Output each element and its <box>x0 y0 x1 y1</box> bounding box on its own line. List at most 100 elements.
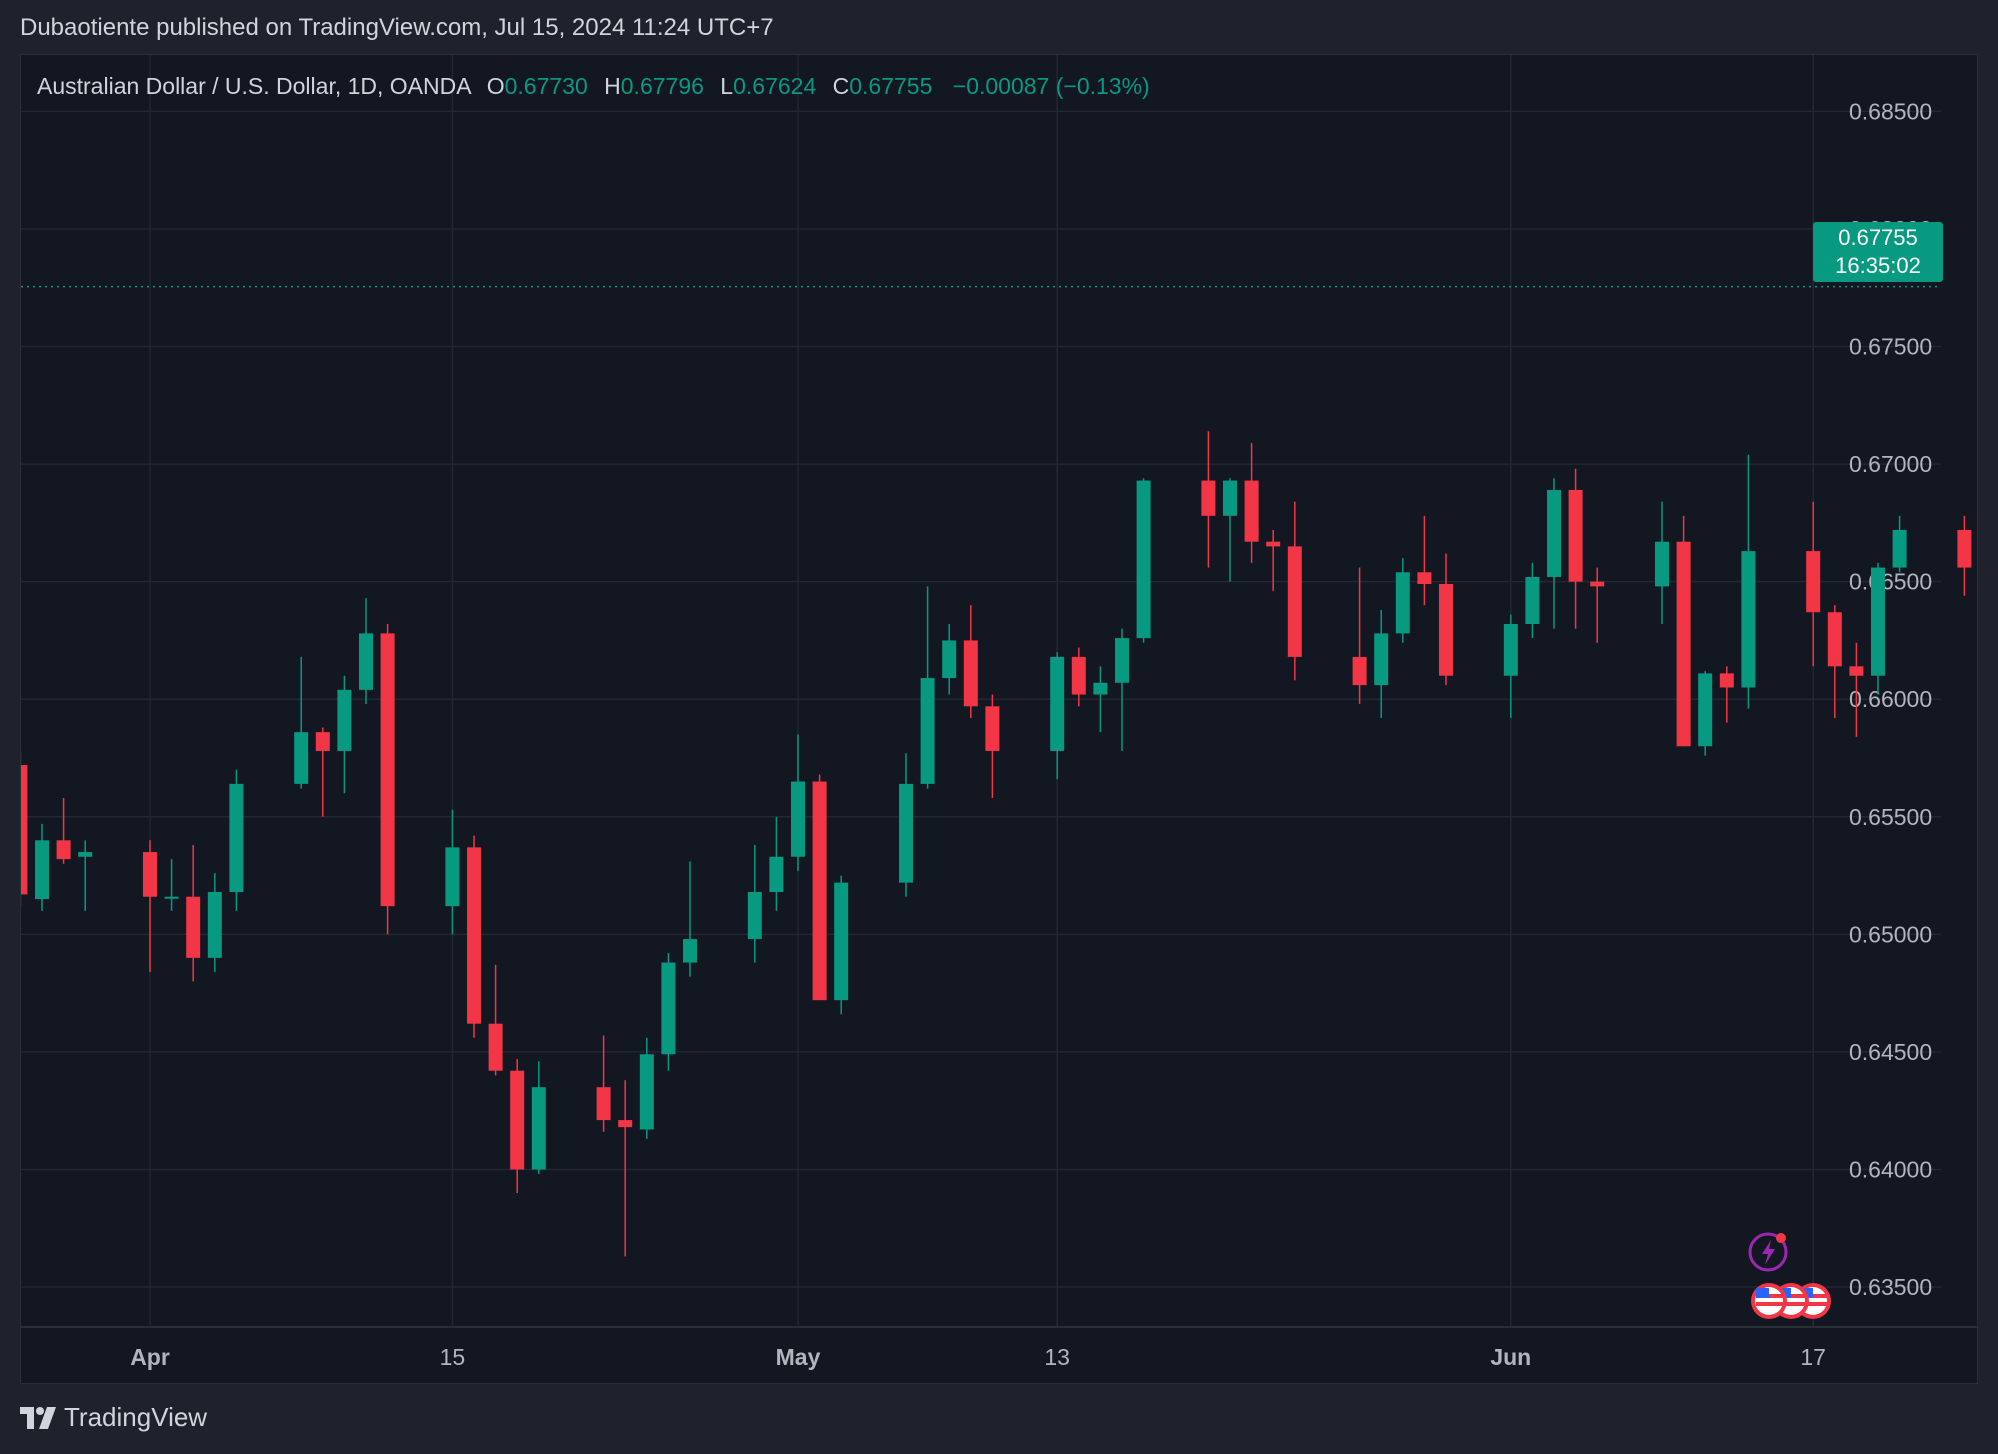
candle-body[interactable] <box>78 852 93 857</box>
candle-body[interactable] <box>596 1087 611 1121</box>
us-flag-icon[interactable] <box>1751 1283 1787 1319</box>
plot-area[interactable] <box>21 55 1941 1327</box>
candle-body[interactable] <box>380 633 395 907</box>
candle-body[interactable] <box>1806 551 1821 613</box>
candle-body[interactable] <box>1741 551 1756 688</box>
candle-body[interactable] <box>467 847 481 1024</box>
low-label: L <box>720 73 734 99</box>
low-value: 0.67624 <box>733 73 817 99</box>
last-price-value: 0.67755 <box>1838 225 1918 250</box>
candle-body[interactable] <box>35 840 49 900</box>
ohlc-legend: Australian Dollar / U.S. Dollar, 1D, OAN… <box>37 73 1150 100</box>
candle-body[interactable] <box>769 856 784 893</box>
publish-header: Dubaotiente published on TradingView.com… <box>20 14 774 41</box>
candle-body[interactable] <box>531 1087 546 1170</box>
candle-body[interactable] <box>21 765 28 895</box>
x-tick-label: 15 <box>440 1344 466 1370</box>
candle-body[interactable] <box>294 732 309 784</box>
candlestick-chart[interactable]: 0.63500 0.64000 0.64500 0.65000 0.65500 0.660… <box>21 55 1979 1385</box>
candle-body[interactable] <box>942 640 957 679</box>
candle-body[interactable] <box>1957 529 1972 568</box>
candle-body[interactable] <box>683 939 697 963</box>
candle-body[interactable] <box>186 896 201 958</box>
candle-body[interactable] <box>1244 480 1259 542</box>
high-label: H <box>604 73 621 99</box>
close-value: 0.67755 <box>849 73 933 99</box>
candle-body[interactable] <box>899 783 913 883</box>
lightning-event-icon[interactable] <box>1748 1232 1788 1272</box>
y-tick-label: 0.66500 <box>1849 569 1932 595</box>
candle-body[interactable] <box>1871 567 1885 676</box>
candle-body[interactable] <box>1115 638 1129 683</box>
symbol-label: Australian Dollar / U.S. Dollar, 1D, OAN… <box>37 73 471 99</box>
candle-body[interactable] <box>359 633 373 690</box>
candle-body[interactable] <box>229 783 244 893</box>
candle-body[interactable] <box>207 892 222 958</box>
candle-body[interactable] <box>1849 666 1864 676</box>
y-tick-label: 0.65000 <box>1849 921 1932 947</box>
open-value: 0.67730 <box>504 73 588 99</box>
candle-body[interactable] <box>1136 480 1151 639</box>
y-tick-label: 0.67000 <box>1849 451 1932 477</box>
chart-frame[interactable]: 0.63500 0.64000 0.64500 0.65000 0.65500 0.660… <box>20 54 1979 1385</box>
x-tick-label: Jun <box>1490 1344 1531 1370</box>
candle-body[interactable] <box>1590 581 1605 587</box>
candle-body[interactable] <box>618 1120 633 1128</box>
x-tick-label: Apr <box>130 1344 170 1370</box>
tradingview-logo-icon <box>20 1406 56 1429</box>
candle-body[interactable] <box>1568 489 1583 582</box>
candle-body[interactable] <box>143 852 157 897</box>
candle-body[interactable] <box>639 1054 654 1130</box>
candle-body[interactable] <box>1287 546 1302 657</box>
candle-body[interactable] <box>56 840 71 860</box>
x-tick-label: May <box>776 1344 821 1370</box>
y-tick-label: 0.64500 <box>1849 1039 1932 1065</box>
candle-body[interactable] <box>164 896 179 899</box>
candle-body[interactable] <box>1395 572 1410 634</box>
candle-body[interactable] <box>920 678 935 784</box>
candle-body[interactable] <box>812 781 827 1001</box>
candle-body[interactable] <box>337 689 352 751</box>
last-price-tag: 0.67755 16:35:02 <box>1813 222 1943 282</box>
candle-body[interactable] <box>445 847 460 907</box>
candle-body[interactable] <box>1547 489 1561 577</box>
y-tick-label: 0.67500 <box>1849 334 1932 360</box>
close-label: C <box>832 73 850 99</box>
candle-body[interactable] <box>1352 656 1367 686</box>
candle-body[interactable] <box>510 1070 525 1170</box>
candle-body[interactable] <box>1201 480 1216 516</box>
candle-body[interactable] <box>791 781 805 857</box>
candle-body[interactable] <box>1698 673 1713 747</box>
candle-body[interactable] <box>1266 541 1281 547</box>
candle-body[interactable] <box>1223 480 1237 516</box>
change-value: −0.00087 (−0.13%) <box>952 73 1150 99</box>
candle-body[interactable] <box>985 706 1000 751</box>
candle-body[interactable] <box>315 732 330 751</box>
y-tick-label: 0.65500 <box>1849 804 1932 830</box>
candle-body[interactable] <box>747 892 762 940</box>
candle-body[interactable] <box>1093 682 1108 695</box>
tradingview-logo[interactable]: TradingView <box>20 1402 207 1433</box>
candle-body[interactable] <box>963 640 978 707</box>
candle-body[interactable] <box>1050 656 1065 751</box>
high-value: 0.67796 <box>620 73 704 99</box>
candle-body[interactable] <box>1374 633 1389 686</box>
candle-body[interactable] <box>1417 572 1432 585</box>
candle-body[interactable] <box>1525 576 1540 624</box>
candle-body[interactable] <box>661 962 676 1055</box>
candle-body[interactable] <box>1827 612 1842 667</box>
candle-body[interactable] <box>834 882 849 1001</box>
candle-body[interactable] <box>488 1023 503 1071</box>
y-tick-label: 0.64000 <box>1849 1156 1932 1182</box>
candle-body[interactable] <box>1892 529 1907 568</box>
candle-body[interactable] <box>1719 673 1734 688</box>
x-tick-label: 13 <box>1044 1344 1070 1370</box>
economic-events[interactable] <box>1740 1224 1840 1324</box>
candle-body[interactable] <box>1071 656 1086 695</box>
candle-body[interactable] <box>1503 623 1518 676</box>
candle-body[interactable] <box>1655 541 1669 587</box>
open-label: O <box>486 73 505 99</box>
candle-body[interactable] <box>1676 541 1691 747</box>
bar-countdown: 16:35:02 <box>1835 253 1921 278</box>
candle-body[interactable] <box>1439 584 1453 676</box>
